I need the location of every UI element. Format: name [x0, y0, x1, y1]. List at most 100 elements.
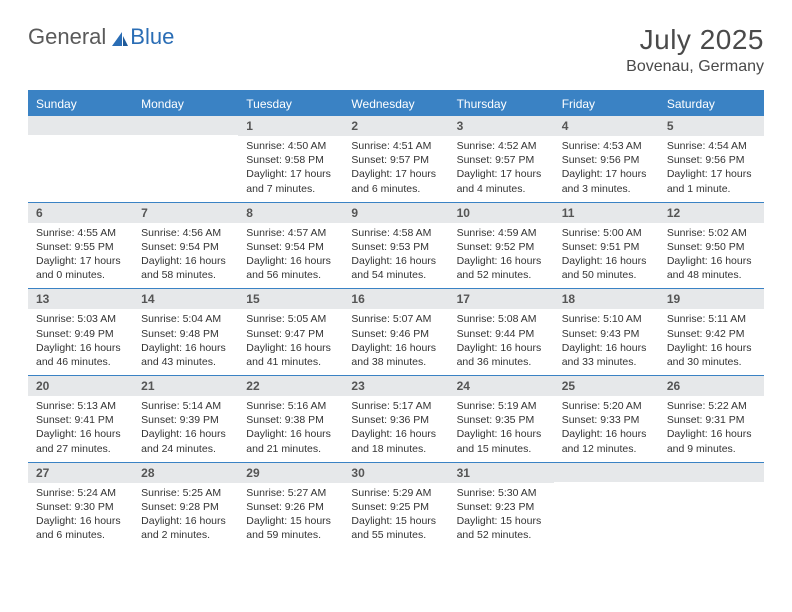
sunset-text: Sunset: 9:23 PM	[457, 500, 546, 514]
day-body: Sunrise: 4:51 AMSunset: 9:57 PMDaylight:…	[343, 136, 448, 202]
day-number: 27	[28, 463, 133, 483]
day-number: 29	[238, 463, 343, 483]
day-body: Sunrise: 5:29 AMSunset: 9:25 PMDaylight:…	[343, 483, 448, 549]
week-row: 1 Sunrise: 4:50 AMSunset: 9:58 PM Daylight…	[28, 116, 764, 202]
day-cell: 15Sunrise: 5:05 AMSunset: 9:47 PMDayligh…	[238, 289, 343, 375]
location: Bovenau, Germany	[626, 58, 764, 76]
day-cell: 18Sunrise: 5:10 AMSunset: 9:43 PMDayligh…	[554, 289, 659, 375]
day-body: Sunrise: 5:22 AMSunset: 9:31 PMDaylight:…	[659, 396, 764, 462]
month-title: July 2025	[626, 24, 764, 56]
day-cell: 2Sunrise: 4:51 AMSunset: 9:57 PMDaylight…	[343, 116, 448, 202]
sunrise-text: Sunrise: 5:04 AM	[141, 312, 230, 326]
day-number: 31	[449, 463, 554, 483]
day-number: 28	[133, 463, 238, 483]
day-number: 2	[343, 116, 448, 136]
brand-word2: Blue	[130, 24, 174, 50]
daylight-text: Daylight: 16 hours and 52 minutes.	[457, 254, 546, 282]
day-cell: 14Sunrise: 5:04 AMSunset: 9:48 PMDayligh…	[133, 289, 238, 375]
day-number: 22	[238, 376, 343, 396]
sunrise-text: Sunrise: 5:07 AM	[351, 312, 440, 326]
day-number: 8	[238, 203, 343, 223]
header: General Blue July 2025 Bovenau, Germany	[28, 24, 764, 76]
daylight-text: Daylight: 16 hours and 30 minutes.	[667, 341, 756, 369]
sunrise-text: Sunrise: 5:02 AM	[667, 226, 756, 240]
day-number: 1	[238, 116, 343, 136]
sunset-text: Sunset: 9:30 PM	[36, 500, 125, 514]
day-body: Sunrise: 4:55 AMSunset: 9:55 PMDaylight:…	[28, 223, 133, 289]
sail-icon	[110, 28, 130, 46]
day-body: Sunrise: 5:13 AMSunset: 9:41 PMDaylight:…	[28, 396, 133, 462]
sunset-text: Sunset: 9:55 PM	[36, 240, 125, 254]
sunset-text: Sunset: 9:26 PM	[246, 500, 335, 514]
sunrise-text: Sunrise: 5:19 AM	[457, 399, 546, 413]
sunset-text: Sunset: 9:54 PM	[141, 240, 230, 254]
daylight-text: Daylight: 16 hours and 56 minutes.	[246, 254, 335, 282]
daylight-text: Daylight: 16 hours and 38 minutes.	[351, 341, 440, 369]
daylight-text: Daylight: 15 hours and 55 minutes.	[351, 514, 440, 542]
day-cell: 1Sunrise: 4:50 AMSunset: 9:58 PMDaylight…	[238, 116, 343, 202]
day-cell: 27Sunrise: 5:24 AMSunset: 9:30 PMDayligh…	[28, 463, 133, 549]
sunset-text: Sunset: 9:58 PM	[246, 153, 335, 167]
sunrise-text: Sunrise: 4:54 AM	[667, 139, 756, 153]
sunrise-text: Sunrise: 5:20 AM	[562, 399, 651, 413]
dow-header: Friday	[554, 92, 659, 116]
daylight-text: Daylight: 16 hours and 12 minutes.	[562, 427, 651, 455]
day-number: 6	[28, 203, 133, 223]
sunrise-text: Sunrise: 5:10 AM	[562, 312, 651, 326]
day-body: Sunrise: 5:00 AMSunset: 9:51 PMDaylight:…	[554, 223, 659, 289]
sunrise-text: Sunrise: 5:27 AM	[246, 486, 335, 500]
day-cell: 20Sunrise: 5:13 AMSunset: 9:41 PMDayligh…	[28, 376, 133, 462]
daylight-text: Daylight: 17 hours and 6 minutes.	[351, 167, 440, 195]
day-number	[133, 116, 238, 135]
day-cell: 30Sunrise: 5:29 AMSunset: 9:25 PMDayligh…	[343, 463, 448, 549]
daylight-text: Daylight: 16 hours and 54 minutes.	[351, 254, 440, 282]
daylight-text: Daylight: 17 hours and 4 minutes.	[457, 167, 546, 195]
daylight-text: Daylight: 16 hours and 43 minutes.	[141, 341, 230, 369]
day-body: Sunrise: 5:17 AMSunset: 9:36 PMDaylight:…	[343, 396, 448, 462]
sunset-text: Sunset: 9:53 PM	[351, 240, 440, 254]
day-cell: 8Sunrise: 4:57 AMSunset: 9:54 PMDaylight…	[238, 203, 343, 289]
sunrise-text: Sunrise: 5:25 AM	[141, 486, 230, 500]
day-number: 23	[343, 376, 448, 396]
day-number: 30	[343, 463, 448, 483]
sunset-text: Sunset: 9:35 PM	[457, 413, 546, 427]
sunrise-text: Sunrise: 5:13 AM	[36, 399, 125, 413]
day-number	[28, 116, 133, 135]
day-cell: 28Sunrise: 5:25 AMSunset: 9:28 PMDayligh…	[133, 463, 238, 549]
day-cell: 31Sunrise: 5:30 AMSunset: 9:23 PMDayligh…	[449, 463, 554, 549]
day-body: Sunrise: 4:53 AMSunset: 9:56 PMDaylight:…	[554, 136, 659, 202]
day-cell: 26Sunrise: 5:22 AMSunset: 9:31 PMDayligh…	[659, 376, 764, 462]
daylight-text: Daylight: 16 hours and 50 minutes.	[562, 254, 651, 282]
day-number: 11	[554, 203, 659, 223]
day-body: Sunrise: 5:24 AMSunset: 9:30 PMDaylight:…	[28, 483, 133, 549]
day-body: Sunrise: 5:25 AMSunset: 9:28 PMDaylight:…	[133, 483, 238, 549]
calendar: SundayMondayTuesdayWednesdayThursdayFrid…	[28, 90, 764, 548]
daylight-text: Daylight: 16 hours and 27 minutes.	[36, 427, 125, 455]
day-body: Sunrise: 4:52 AMSunset: 9:57 PMDaylight:…	[449, 136, 554, 202]
sunset-text: Sunset: 9:52 PM	[457, 240, 546, 254]
sunrise-text: Sunrise: 5:11 AM	[667, 312, 756, 326]
day-body: Sunrise: 5:16 AMSunset: 9:38 PMDaylight:…	[238, 396, 343, 462]
sunrise-text: Sunrise: 4:50 AM	[246, 139, 335, 153]
sunset-text: Sunset: 9:56 PM	[667, 153, 756, 167]
empty-cell	[554, 463, 659, 549]
sunrise-text: Sunrise: 5:05 AM	[246, 312, 335, 326]
day-cell: 11Sunrise: 5:00 AMSunset: 9:51 PMDayligh…	[554, 203, 659, 289]
sunset-text: Sunset: 9:50 PM	[667, 240, 756, 254]
sunrise-text: Sunrise: 5:30 AM	[457, 486, 546, 500]
sunset-text: Sunset: 9:57 PM	[457, 153, 546, 167]
dow-header: Monday	[133, 92, 238, 116]
daylight-text: Daylight: 16 hours and 48 minutes.	[667, 254, 756, 282]
day-cell: 13Sunrise: 5:03 AMSunset: 9:49 PMDayligh…	[28, 289, 133, 375]
dow-header: Saturday	[659, 92, 764, 116]
day-body: Sunrise: 5:10 AMSunset: 9:43 PMDaylight:…	[554, 309, 659, 375]
daylight-text: Daylight: 16 hours and 24 minutes.	[141, 427, 230, 455]
sunrise-text: Sunrise: 5:08 AM	[457, 312, 546, 326]
sunset-text: Sunset: 9:49 PM	[36, 327, 125, 341]
day-number: 19	[659, 289, 764, 309]
dow-header: Wednesday	[343, 92, 448, 116]
sunset-text: Sunset: 9:42 PM	[667, 327, 756, 341]
day-cell: 12Sunrise: 5:02 AMSunset: 9:50 PMDayligh…	[659, 203, 764, 289]
day-body: Sunrise: 5:03 AMSunset: 9:49 PMDaylight:…	[28, 309, 133, 375]
day-cell: 3Sunrise: 4:52 AMSunset: 9:57 PMDaylight…	[449, 116, 554, 202]
